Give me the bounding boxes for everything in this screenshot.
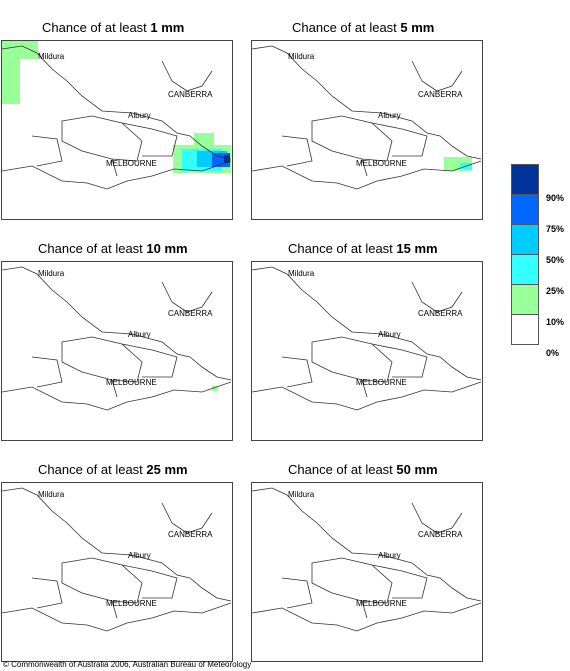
state-boundaries [2,487,232,632]
map-panel-10mm: Mildura CANBERRA Albury MELBOURNE [1,261,233,441]
map-label-albury: Albury [128,111,151,120]
map-label-melbourne: MELBOURNE [356,599,407,608]
legend-label-75: 75% [546,224,565,234]
map-label-mildura: Mildura [38,269,65,278]
map-panel-15mm: Mildura CANBERRA Albury MELBOURNE [251,261,483,441]
legend-swatch-25 [511,254,539,285]
map-label-melbourne: MELBOURNE [106,159,157,168]
state-boundaries [2,266,232,411]
legend-swatch-75 [511,194,539,225]
map-label-canberra: CANBERRA [418,530,463,539]
map-label-melbourne: MELBOURNE [106,599,157,608]
map-label-mildura: Mildura [288,52,315,61]
legend-label-10: 10% [546,317,565,327]
legend-label-50: 50% [546,255,565,265]
probability-legend [511,164,539,345]
map-label-albury: Albury [128,551,151,560]
legend-swatch-90 [511,164,539,195]
map-label-canberra: CANBERRA [418,309,463,318]
victoria-map [252,45,482,190]
map-label-mildura: Mildura [288,490,315,499]
legend-swatch-10 [511,284,539,315]
panel-title-10mm: Chance of at least 10 mm [38,241,188,256]
victoria-map [252,487,482,632]
legend-label-0: 0% [546,348,560,358]
map-panel-25mm: Mildura CANBERRA Albury MELBOURNE [1,482,233,662]
victoria-map [2,266,232,411]
rain-probability-shading [2,41,231,173]
map-panel-50mm: Mildura CANBERRA Albury MELBOURNE [251,482,483,662]
panel-title-25mm: Chance of at least 25 mm [38,462,188,477]
map-label-albury: Albury [378,551,401,560]
panel-title-15mm: Chance of at least 15 mm [288,241,438,256]
map-label-mildura: Mildura [38,490,65,499]
state-boundaries [252,487,482,632]
victoria-map [2,487,232,632]
map-label-canberra: CANBERRA [168,530,213,539]
victoria-map [252,266,482,411]
state-boundaries [252,266,482,411]
map-label-canberra: CANBERRA [418,90,463,99]
map-label-albury: Albury [378,330,401,339]
state-boundaries [252,45,482,190]
map-label-mildura: Mildura [288,269,315,278]
legend-swatch-50 [511,224,539,255]
panel-title-1mm: Chance of at least 1 mm [42,20,185,35]
victoria-map [2,41,232,190]
map-label-albury: Albury [378,111,401,120]
map-label-melbourne: MELBOURNE [356,378,407,387]
map-label-melbourne: MELBOURNE [106,378,157,387]
rain-probability-shading [212,386,218,391]
map-label-albury: Albury [128,330,151,339]
legend-label-90: 90% [546,193,565,203]
panel-title-5mm: Chance of at least 5 mm [292,20,435,35]
panel-title-50mm: Chance of at least 50 mm [288,462,438,477]
map-label-canberra: CANBERRA [168,90,213,99]
map-panel-1mm: Mildura CANBERRA Albury MELBOURNE [1,40,233,220]
state-boundaries [2,45,232,190]
legend-label-25: 25% [546,286,565,296]
map-label-mildura: Mildura [38,52,65,61]
map-label-melbourne: MELBOURNE [356,159,407,168]
legend-swatch-0 [511,314,539,345]
copyright-notice: © Commonwealth of Australia 2006, Austra… [3,660,252,669]
map-label-canberra: CANBERRA [168,309,213,318]
map-panel-5mm: Mildura CANBERRA Albury MELBOURNE [251,40,483,220]
